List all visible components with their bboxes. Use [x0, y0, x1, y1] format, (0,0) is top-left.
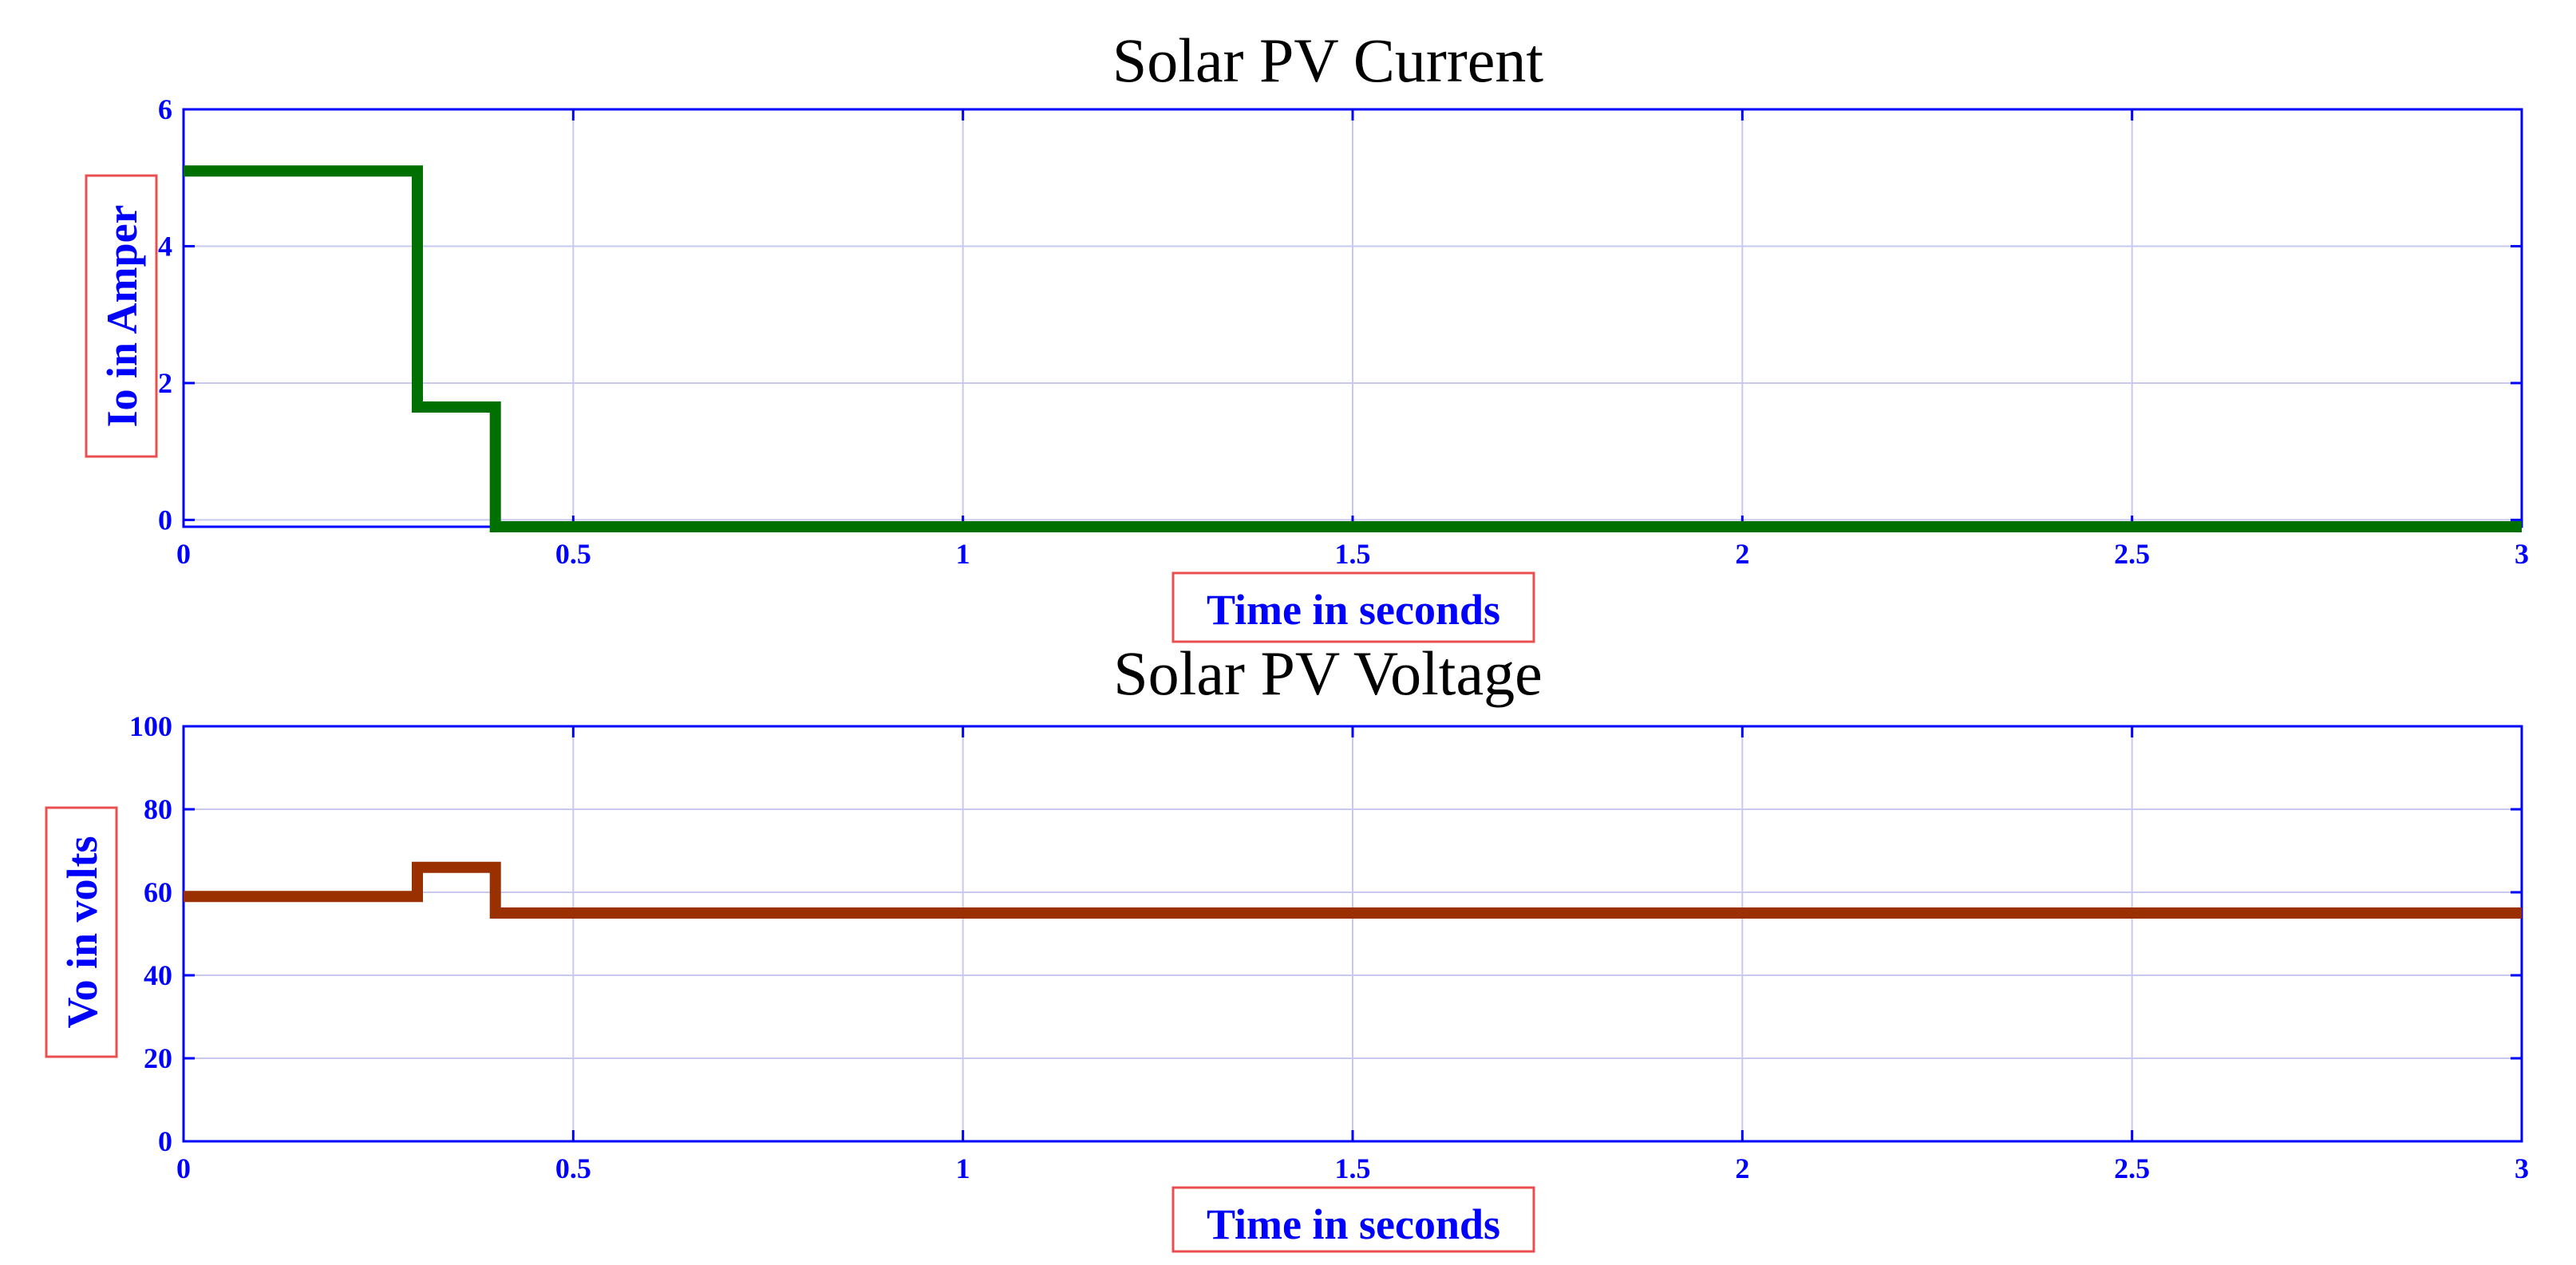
x-axis-label-box	[1171, 1186, 1535, 1253]
y-tick-label: 100	[129, 710, 172, 742]
x-tick-label: 2	[1735, 1152, 1749, 1184]
x-tick-label: 1	[956, 538, 970, 570]
y-tick-label: 20	[144, 1042, 172, 1074]
y-axis-label: Io in Amper	[85, 174, 158, 458]
y-tick-label: 0	[158, 504, 172, 536]
y-tick-label: 0	[158, 1125, 172, 1157]
x-tick-labels: 0 0.5 1 1.5 2 2.5 3	[176, 1152, 2529, 1184]
x-tick-label: 2.5	[2114, 1152, 2150, 1184]
y-tick-label: 6	[158, 93, 172, 125]
y-tick-labels: 0 20 40 60 80 100	[129, 710, 172, 1157]
x-tick-label: 0	[176, 1152, 191, 1184]
y-axis-label-text: Vo in volts	[58, 836, 106, 1028]
series-line	[184, 861, 2522, 919]
chart-panel-current: Solar PV Current 0 0.5 1 1.5 2 2.5 3 0 2 4 6 Time…	[85, 26, 2529, 643]
x-axis-label: Time in seconds	[1171, 571, 1535, 643]
y-axis-label: Vo in volts	[45, 806, 118, 1058]
chart-title: Solar PV Voltage	[1113, 638, 1542, 708]
x-axis-label-text: Time in seconds	[1207, 586, 1500, 634]
x-axis-label-box	[1171, 571, 1535, 643]
grid-lines	[184, 109, 2522, 527]
y-tick-label: 40	[144, 959, 172, 991]
x-tick-label: 2.5	[2114, 538, 2150, 570]
y-tick-labels: 0 2 4 6	[158, 93, 172, 536]
y-tick-label: 2	[158, 367, 172, 399]
grid-lines	[184, 726, 2522, 1141]
x-tick-label: 3	[2515, 1152, 2529, 1184]
chart-title: Solar PV Current	[1112, 26, 1544, 95]
y-tick-label: 60	[144, 876, 172, 908]
x-tick-label: 1.5	[1335, 538, 1371, 570]
chart-panel-voltage: Solar PV Voltage 0 0.5 1 1.5 2 2.5 3 0 20 40 60 80…	[45, 638, 2529, 1253]
y-tick-label: 4	[158, 230, 172, 262]
x-axis-label-text: Time in seconds	[1207, 1200, 1500, 1248]
axis-ticks	[182, 725, 2523, 1143]
x-tick-label: 0.5	[555, 1152, 591, 1184]
x-tick-label: 0	[176, 538, 191, 570]
x-axis-label: Time in seconds	[1171, 1186, 1535, 1253]
series-line	[184, 165, 2522, 532]
x-tick-label: 3	[2515, 538, 2529, 570]
series-layer	[184, 165, 2522, 532]
y-axis-label-box	[85, 174, 158, 458]
y-axis-label-box	[45, 806, 118, 1058]
series-layer	[184, 861, 2522, 919]
x-tick-labels: 0 0.5 1 1.5 2 2.5 3	[176, 538, 2529, 570]
y-tick-label: 80	[144, 793, 172, 825]
x-tick-label: 1	[956, 1152, 970, 1184]
x-tick-label: 0.5	[555, 538, 591, 570]
x-tick-label: 2	[1735, 538, 1749, 570]
y-axis-label-text: Io in Amper	[98, 204, 146, 427]
x-tick-label: 1.5	[1335, 1152, 1371, 1184]
